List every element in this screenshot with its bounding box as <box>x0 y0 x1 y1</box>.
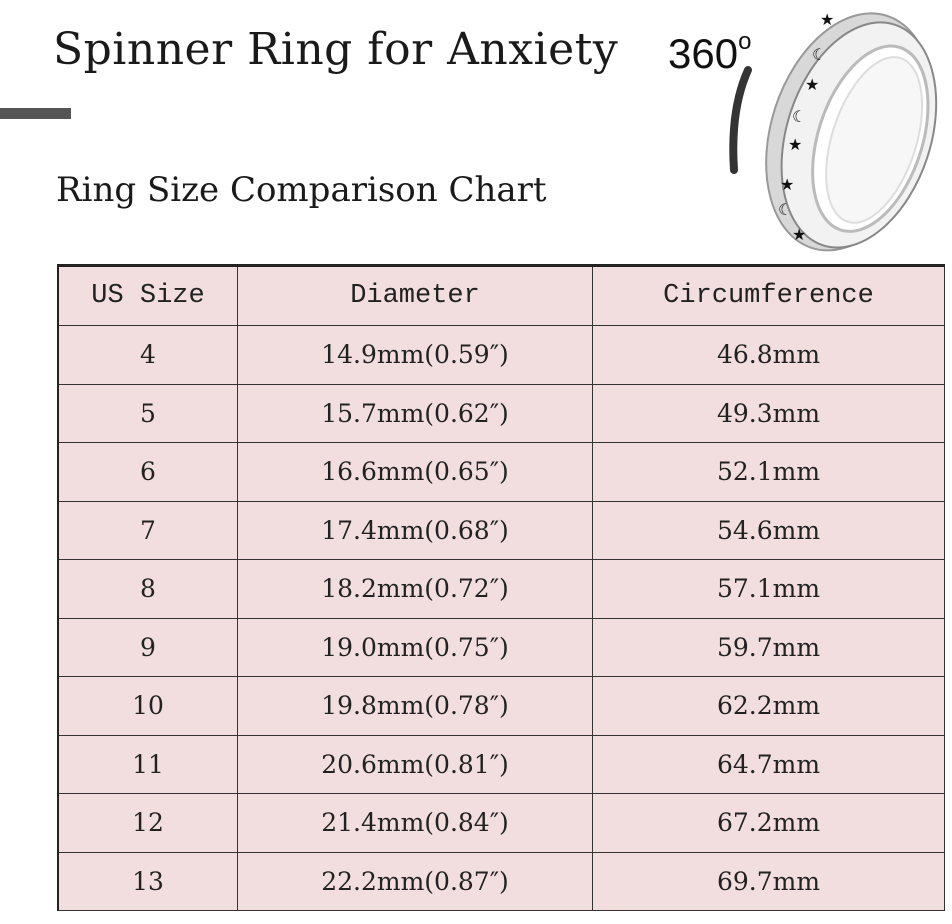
diameter-cell: 19.0mm(0.75″) <box>237 617 593 677</box>
diameter-cell: 20.6mm(0.81″) <box>237 734 593 794</box>
header-diameter: Diameter <box>237 265 593 326</box>
table-row: 8 18.2mm(0.72″) 57.1mm <box>57 559 945 619</box>
svg-text:☾: ☾ <box>778 200 792 219</box>
circumference-cell: 64.7mm <box>592 734 945 794</box>
table-row: 12 21.4mm(0.84″) 67.2mm <box>57 793 945 853</box>
rotation-value: 360 <box>668 30 739 77</box>
size-cell: 4 <box>57 325 238 385</box>
size-cell: 5 <box>57 383 238 443</box>
table-header-row: US Size Diameter Circumference <box>57 265 945 326</box>
circumference-cell: 49.3mm <box>592 383 945 443</box>
size-cell: 12 <box>57 793 238 853</box>
svg-text:★: ★ <box>780 175 794 194</box>
circumference-cell: 59.7mm <box>592 617 945 677</box>
table-row: 11 20.6mm(0.81″) 64.7mm <box>57 734 945 794</box>
size-cell: 6 <box>57 442 238 502</box>
svg-text:★: ★ <box>792 225 806 244</box>
page-title: Spinner Ring for Anxiety <box>53 24 619 75</box>
svg-text:★: ★ <box>805 75 819 94</box>
size-cell: 9 <box>57 617 238 677</box>
rotation-label: 360o <box>668 28 752 78</box>
table-row: 6 16.6mm(0.65″) 52.1mm <box>57 442 945 502</box>
diameter-cell: 17.4mm(0.68″) <box>237 500 593 560</box>
table-row: 5 15.7mm(0.62″) 49.3mm <box>57 383 945 443</box>
circumference-cell: 67.2mm <box>592 793 945 853</box>
circumference-cell: 62.2mm <box>592 676 945 736</box>
table-row: 7 17.4mm(0.68″) 54.6mm <box>57 500 945 560</box>
spinner-ring-image: ★☾★ ☾★★ ☾★ <box>729 10 938 252</box>
diameter-cell: 15.7mm(0.62″) <box>237 383 593 443</box>
diameter-cell: 14.9mm(0.59″) <box>237 325 593 385</box>
diameter-cell: 18.2mm(0.72″) <box>237 559 593 619</box>
table-row: 13 22.2mm(0.87″) 69.7mm <box>57 851 945 911</box>
svg-text:★: ★ <box>820 10 834 29</box>
table-row: 9 19.0mm(0.75″) 59.7mm <box>57 617 945 677</box>
table-row: 4 14.9mm(0.59″) 46.8mm <box>57 325 945 385</box>
diameter-cell: 21.4mm(0.84″) <box>237 793 593 853</box>
size-cell: 11 <box>57 734 238 794</box>
accent-bar <box>0 108 71 119</box>
svg-text:☾: ☾ <box>792 107 806 126</box>
size-cell: 13 <box>57 851 238 911</box>
diameter-cell: 19.8mm(0.78″) <box>237 676 593 736</box>
circumference-cell: 69.7mm <box>592 851 945 911</box>
circumference-cell: 57.1mm <box>592 559 945 619</box>
circumference-cell: 52.1mm <box>592 442 945 502</box>
degree-symbol: o <box>738 28 752 55</box>
diameter-cell: 22.2mm(0.87″) <box>237 851 593 911</box>
ring-size-table: US Size Diameter Circumference 4 14.9mm(0… <box>57 264 945 911</box>
diameter-cell: 16.6mm(0.65″) <box>237 442 593 502</box>
chart-subtitle: Ring Size Comparison Chart <box>56 170 547 210</box>
size-cell: 7 <box>57 500 238 560</box>
size-cell: 8 <box>57 559 238 619</box>
svg-text:★: ★ <box>788 135 802 154</box>
size-cell: 10 <box>57 676 238 736</box>
table-row: 10 19.8mm(0.78″) 62.2mm <box>57 676 945 736</box>
svg-text:☾: ☾ <box>812 45 826 64</box>
header-us-size: US Size <box>57 265 238 326</box>
circumference-cell: 54.6mm <box>592 500 945 560</box>
header-circumference: Circumference <box>592 265 945 326</box>
circumference-cell: 46.8mm <box>592 325 945 385</box>
